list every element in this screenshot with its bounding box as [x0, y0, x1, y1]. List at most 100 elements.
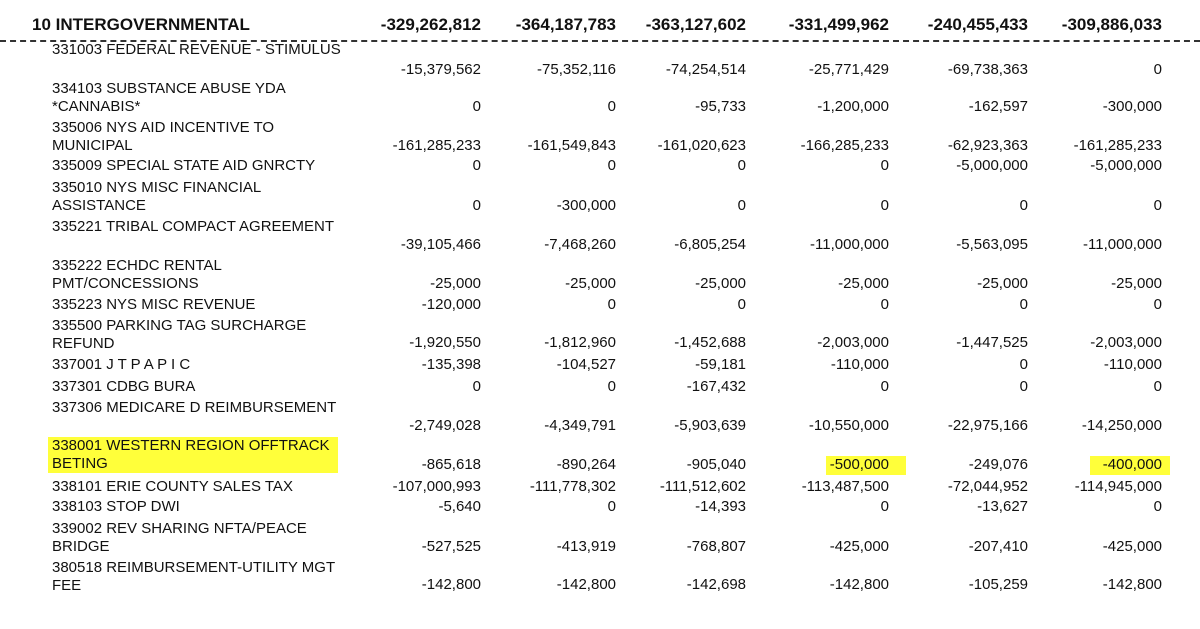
cell-value: -161,549,843 [527, 137, 616, 154]
row-label: ASSISTANCE [52, 197, 146, 214]
cell-value: 0 [1153, 498, 1162, 515]
cell-value: -142,800 [1102, 576, 1162, 593]
cell-value: -500,000 [829, 456, 889, 473]
cell-value: -25,000 [838, 275, 889, 292]
column-total: -331,499,962 [788, 15, 889, 34]
cell-value: -162,597 [968, 98, 1028, 115]
cell-value: -111,778,302 [529, 478, 616, 495]
cell-value: 0 [1019, 296, 1028, 313]
cell-value: -5,000,000 [956, 157, 1028, 174]
cell-value: 0 [880, 296, 889, 313]
cell-value: -135,398 [421, 356, 481, 373]
cell-value: -25,000 [977, 275, 1028, 292]
cell-value: 0 [880, 498, 889, 515]
row-label: 337001 J T P A P I C [52, 356, 191, 373]
cell-value: -95,733 [695, 98, 746, 115]
cell-value: -2,003,000 [817, 334, 889, 351]
cell-value: -142,698 [686, 576, 746, 593]
cell-value: -425,000 [829, 538, 889, 555]
cell-value: -2,749,028 [409, 417, 481, 434]
row-label: 338103 STOP DWI [52, 498, 180, 515]
row-label: FEE [52, 577, 82, 594]
cell-value: -105,259 [968, 576, 1028, 593]
cell-value: -400,000 [1102, 456, 1162, 473]
cell-value: -413,919 [556, 538, 616, 555]
cell-value: 0 [1019, 378, 1028, 395]
cell-value: -207,410 [968, 538, 1028, 555]
cell-value: -25,000 [565, 275, 616, 292]
cell-value: -11,000,000 [810, 236, 889, 253]
cell-value: -11,000,000 [1083, 236, 1162, 253]
cell-value: 0 [607, 296, 616, 313]
cell-value: -104,527 [556, 356, 616, 373]
cell-value: -120,000 [421, 296, 481, 313]
cell-value: -75,352,116 [537, 61, 616, 78]
cell-value: -14,393 [695, 498, 746, 515]
cell-value: -14,250,000 [1081, 417, 1162, 434]
cell-value: 0 [607, 157, 616, 174]
cell-value: 0 [1153, 197, 1162, 214]
cell-value: -161,285,233 [1073, 137, 1162, 154]
cell-value: -142,800 [556, 576, 616, 593]
cell-value: -59,181 [695, 356, 746, 373]
cell-value: -5,903,639 [674, 417, 746, 434]
cell-value: -72,044,952 [947, 478, 1028, 495]
cell-value: -39,105,466 [400, 236, 481, 253]
cell-value: -22,975,166 [947, 417, 1028, 434]
row-label: 339002 REV SHARING NFTA/PEACE [52, 520, 307, 537]
cell-value: -1,920,550 [409, 334, 481, 351]
row-label: BETING [52, 455, 108, 472]
row-label: 335221 TRIBAL COMPACT AGREEMENT [52, 218, 335, 235]
row-label: REFUND [52, 335, 115, 352]
cell-value: -13,627 [977, 498, 1028, 515]
cell-value: -905,040 [686, 456, 746, 473]
column-total: -364,187,783 [515, 15, 616, 34]
cell-value: -1,812,960 [544, 334, 616, 351]
cell-value: 0 [880, 157, 889, 174]
cell-value: -890,264 [556, 456, 616, 473]
cell-value: -5,000,000 [1090, 157, 1162, 174]
cell-value: -107,000,993 [392, 478, 481, 495]
cell-value: -7,468,260 [544, 236, 616, 253]
cell-value: -1,447,525 [956, 334, 1028, 351]
row-label: MUNICIPAL [52, 137, 133, 154]
cell-value: 0 [1019, 356, 1028, 373]
row-label: 338101 ERIE COUNTY SALES TAX [52, 478, 293, 495]
cell-value: 0 [1153, 378, 1162, 395]
cell-value: -113,487,500 [801, 478, 889, 495]
cell-value: 0 [472, 378, 481, 395]
cell-value: -1,200,000 [817, 98, 889, 115]
cell-value: -25,000 [695, 275, 746, 292]
row-label: 337301 CDBG BURA [52, 378, 196, 395]
cell-value: 0 [737, 197, 746, 214]
row-label: 335500 PARKING TAG SURCHARGE [52, 317, 307, 334]
row-label: *CANNABIS* [52, 98, 141, 115]
column-total: -363,127,602 [645, 15, 746, 34]
cell-value: -865,618 [421, 456, 481, 473]
highlight [826, 456, 906, 475]
row-label: 337306 MEDICARE D REIMBURSEMENT [52, 399, 337, 416]
cell-value: -249,076 [968, 456, 1028, 473]
row-label: BRIDGE [52, 538, 110, 555]
cell-value: 0 [472, 98, 481, 115]
cell-value: 0 [607, 98, 616, 115]
cell-value: -25,000 [1111, 275, 1162, 292]
section-title: 10 INTERGOVERNMENTAL [32, 15, 250, 34]
cell-value: 0 [472, 157, 481, 174]
row-label: PMT/CONCESSIONS [52, 275, 199, 292]
row-label: 335222 ECHDC RENTAL [52, 257, 222, 274]
cell-value: -69,738,363 [947, 61, 1028, 78]
cell-value: -5,640 [438, 498, 481, 515]
cell-value: -161,285,233 [392, 137, 481, 154]
cell-value: -2,003,000 [1090, 334, 1162, 351]
highlight [1090, 456, 1170, 475]
cell-value: -74,254,514 [665, 61, 746, 78]
cell-value: 0 [1153, 61, 1162, 78]
column-total: -240,455,433 [927, 15, 1028, 34]
cell-value: 0 [880, 197, 889, 214]
cell-value: -527,525 [421, 538, 481, 555]
cell-value: 0 [1019, 197, 1028, 214]
cell-value: -161,020,623 [657, 137, 746, 154]
row-label: 338001 WESTERN REGION OFFTRACK [52, 437, 330, 454]
cell-value: -167,432 [686, 378, 746, 395]
